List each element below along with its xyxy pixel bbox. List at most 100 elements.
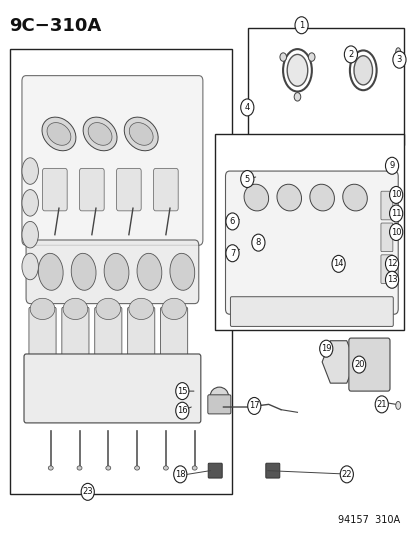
Circle shape	[308, 53, 314, 61]
Circle shape	[389, 205, 402, 222]
FancyBboxPatch shape	[24, 354, 200, 423]
Text: 10: 10	[390, 228, 401, 237]
Text: 17: 17	[248, 401, 259, 410]
Ellipse shape	[104, 253, 128, 290]
Ellipse shape	[192, 466, 197, 470]
Circle shape	[279, 53, 286, 61]
FancyBboxPatch shape	[95, 308, 121, 364]
Circle shape	[344, 46, 357, 63]
Circle shape	[294, 17, 307, 34]
Circle shape	[240, 99, 253, 116]
Ellipse shape	[22, 190, 38, 216]
Ellipse shape	[63, 298, 88, 319]
FancyBboxPatch shape	[116, 168, 141, 211]
FancyBboxPatch shape	[62, 308, 89, 364]
FancyBboxPatch shape	[127, 308, 154, 364]
Text: 94157  310A: 94157 310A	[337, 515, 399, 525]
Polygon shape	[321, 341, 354, 383]
Circle shape	[339, 466, 353, 483]
Text: 2: 2	[347, 50, 353, 59]
Ellipse shape	[47, 123, 71, 146]
Text: 9: 9	[389, 161, 394, 170]
Ellipse shape	[124, 117, 158, 151]
Text: 20: 20	[353, 360, 363, 369]
Ellipse shape	[342, 184, 366, 211]
Ellipse shape	[22, 253, 38, 280]
FancyBboxPatch shape	[348, 338, 389, 391]
FancyBboxPatch shape	[22, 76, 202, 245]
Ellipse shape	[22, 221, 38, 248]
FancyBboxPatch shape	[208, 463, 222, 478]
Circle shape	[385, 271, 398, 288]
Circle shape	[352, 356, 365, 373]
Circle shape	[389, 223, 402, 240]
Text: 21: 21	[375, 400, 386, 409]
Ellipse shape	[129, 123, 153, 146]
FancyBboxPatch shape	[380, 191, 392, 220]
Ellipse shape	[134, 466, 139, 470]
Circle shape	[385, 255, 398, 272]
Ellipse shape	[161, 298, 186, 319]
Circle shape	[225, 245, 238, 262]
Ellipse shape	[169, 253, 194, 290]
Text: 6: 6	[229, 217, 235, 226]
FancyBboxPatch shape	[215, 134, 404, 330]
Text: 4: 4	[244, 103, 249, 112]
Ellipse shape	[137, 253, 161, 290]
Circle shape	[251, 234, 264, 251]
FancyBboxPatch shape	[43, 168, 67, 211]
Circle shape	[81, 483, 94, 500]
FancyBboxPatch shape	[29, 308, 56, 364]
Circle shape	[225, 213, 238, 230]
Ellipse shape	[30, 298, 55, 319]
Text: 22: 22	[341, 470, 351, 479]
Ellipse shape	[77, 466, 82, 470]
Ellipse shape	[22, 158, 38, 184]
Text: 5: 5	[244, 174, 249, 183]
Circle shape	[247, 398, 260, 415]
Ellipse shape	[244, 184, 268, 211]
Text: 19: 19	[320, 344, 331, 353]
FancyBboxPatch shape	[265, 463, 279, 478]
Text: 18: 18	[175, 470, 185, 479]
Ellipse shape	[353, 56, 372, 85]
FancyBboxPatch shape	[380, 255, 392, 284]
Ellipse shape	[48, 466, 53, 470]
Circle shape	[240, 171, 253, 188]
Ellipse shape	[276, 184, 301, 211]
Circle shape	[331, 255, 344, 272]
FancyBboxPatch shape	[9, 49, 231, 495]
FancyBboxPatch shape	[153, 168, 178, 211]
Text: 10: 10	[390, 190, 401, 199]
Circle shape	[176, 383, 188, 400]
Ellipse shape	[71, 253, 96, 290]
Text: 8: 8	[255, 238, 261, 247]
Ellipse shape	[96, 298, 120, 319]
Circle shape	[173, 466, 186, 483]
Text: 14: 14	[332, 260, 343, 268]
Text: 16: 16	[177, 406, 187, 415]
Ellipse shape	[309, 184, 334, 211]
Text: 1: 1	[298, 21, 304, 30]
Text: 23: 23	[82, 487, 93, 496]
Circle shape	[176, 402, 188, 419]
Text: 11: 11	[390, 209, 401, 218]
Circle shape	[389, 187, 402, 204]
Text: 7: 7	[229, 249, 235, 258]
Ellipse shape	[395, 401, 400, 409]
Ellipse shape	[163, 466, 168, 470]
Circle shape	[319, 340, 332, 357]
Ellipse shape	[395, 48, 400, 56]
Text: 3: 3	[396, 55, 401, 64]
Text: 15: 15	[177, 386, 187, 395]
FancyBboxPatch shape	[225, 171, 397, 314]
FancyBboxPatch shape	[380, 223, 392, 252]
Ellipse shape	[88, 123, 112, 146]
Circle shape	[374, 396, 387, 413]
FancyBboxPatch shape	[160, 308, 187, 364]
FancyBboxPatch shape	[79, 168, 104, 211]
Circle shape	[392, 51, 405, 68]
Ellipse shape	[209, 387, 228, 406]
Ellipse shape	[83, 117, 117, 151]
Ellipse shape	[38, 253, 63, 290]
